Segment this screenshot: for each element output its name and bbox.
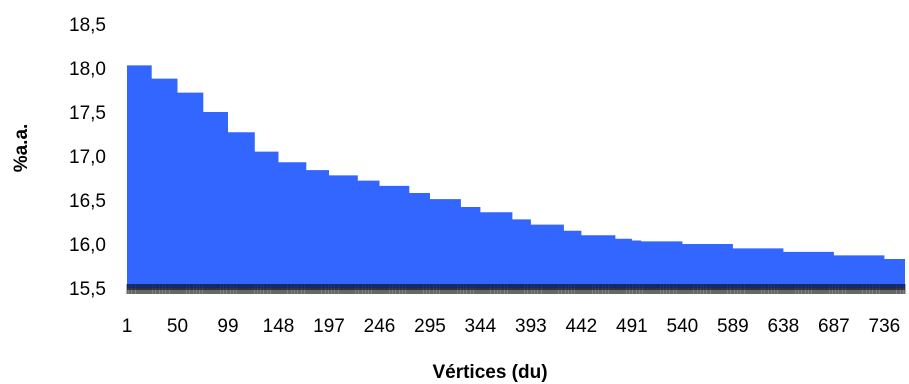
y-tick-label: 17,5: [69, 103, 106, 124]
x-tick-label: 638: [768, 316, 800, 337]
y-tick-label: 18,5: [69, 15, 106, 36]
x-tick-label: 393: [515, 316, 547, 337]
x-tick-label: 295: [414, 316, 446, 337]
plot-area: [127, 65, 905, 289]
x-axis-title: Vértices (du): [432, 362, 547, 383]
x-tick-label: 344: [465, 316, 497, 337]
x-tick-label: 99: [217, 316, 238, 337]
y-tick-label: 16,0: [69, 235, 106, 256]
x-tick-label: 50: [167, 316, 188, 337]
y-tick-label: 18,0: [69, 59, 106, 80]
y-axis-title: %a.a.: [11, 124, 32, 173]
x-axis-tick-marks: [126, 284, 906, 294]
area-series: [127, 65, 905, 289]
x-tick-label: 1: [122, 316, 133, 337]
x-tick-label: 589: [717, 316, 749, 337]
x-tick-label: 687: [818, 316, 850, 337]
x-tick-label: 736: [869, 316, 901, 337]
y-tick-label: 15,5: [69, 279, 106, 300]
y-tick-label: 16,5: [69, 191, 106, 212]
x-tick-label: 197: [313, 316, 345, 337]
y-tick-label: 17,0: [69, 147, 106, 168]
x-tick-label: 491: [616, 316, 648, 337]
x-axis-tick-labels: 1 50 99 148 197 246 295 344 393 442 491 540 589 638 68…: [122, 316, 901, 337]
x-tick-label: 540: [667, 316, 699, 337]
x-tick-label: 148: [263, 316, 295, 337]
x-tick-label: 246: [364, 316, 396, 337]
y-axis-tick-labels: 15,5 16,0 16,5 17,0 17,5 18,0 18,5: [69, 15, 106, 300]
x-tick-label: 442: [566, 316, 598, 337]
